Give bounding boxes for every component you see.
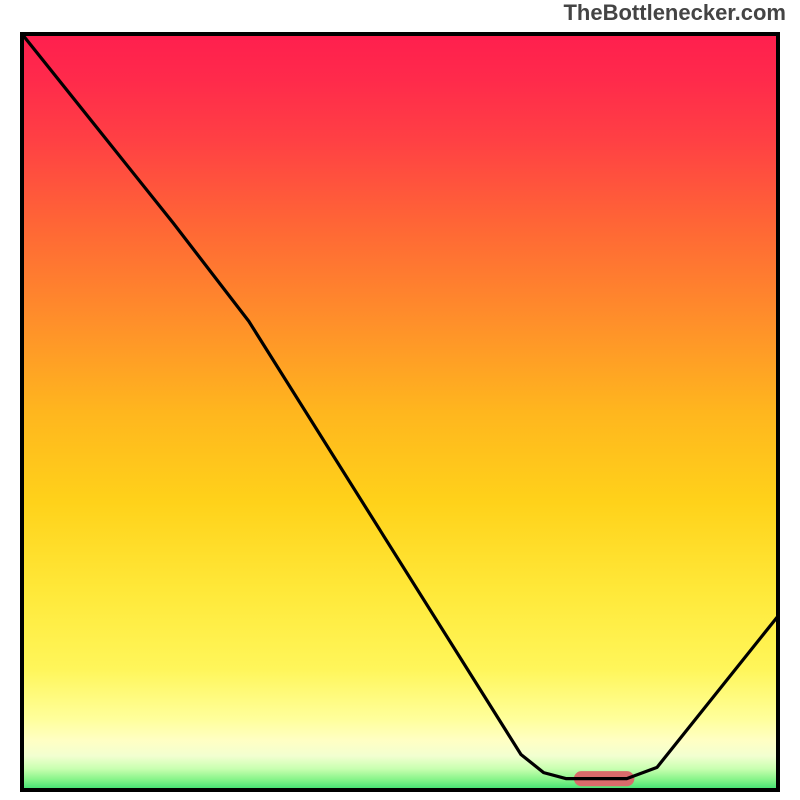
- bottleneck-plot: [20, 32, 780, 792]
- plot-background: [22, 34, 778, 790]
- root: TheBottlenecker.com: [0, 0, 800, 800]
- attribution-text: TheBottlenecker.com: [563, 0, 786, 26]
- plot-svg: [20, 32, 780, 792]
